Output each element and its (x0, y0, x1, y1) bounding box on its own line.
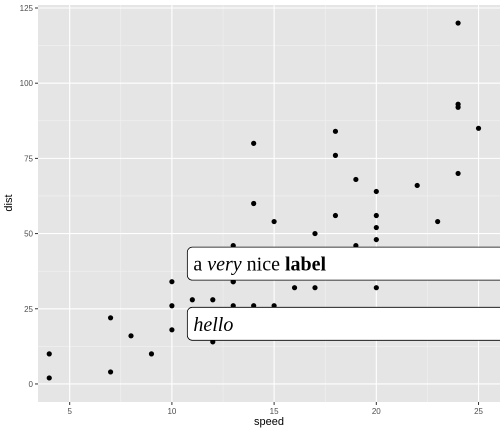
annotation-label: hello (186, 306, 500, 341)
x-tick-label: 10 (167, 407, 176, 416)
data-point (475, 125, 482, 131)
data-point (373, 224, 379, 231)
data-point (271, 218, 277, 225)
y-tick-label: 25 (24, 305, 33, 314)
data-point (169, 327, 175, 333)
data-point (169, 279, 175, 285)
data-point (312, 285, 318, 291)
annotation-labels: a very nice label hello (186, 246, 500, 341)
label-segment: hello (193, 314, 233, 336)
data-point (251, 200, 257, 207)
y-tick-label: 125 (20, 4, 34, 13)
data-point (46, 351, 52, 357)
y-tick-label: 100 (20, 79, 34, 88)
data-point (46, 375, 52, 381)
panel-background (38, 5, 500, 402)
data-point (251, 140, 257, 146)
data-point (332, 128, 339, 134)
data-point (373, 188, 379, 195)
annotation-label: a very nice label (186, 246, 500, 281)
data-point (332, 152, 339, 158)
y-axis-ticks: 0 25 50 75 100 125 (20, 4, 38, 389)
label-segment: label (285, 254, 327, 276)
data-point (414, 182, 420, 189)
y-tick-label: 75 (24, 154, 33, 163)
data-point (435, 218, 441, 225)
data-point (455, 170, 461, 177)
data-point (312, 230, 318, 237)
x-tick-label: 5 (67, 407, 72, 416)
label-box (186, 306, 500, 341)
label-segment: a (193, 254, 207, 276)
data-point (353, 176, 359, 183)
data-point (373, 236, 379, 243)
data-point (148, 351, 155, 357)
data-point (455, 101, 461, 107)
y-tick-label: 50 (24, 230, 33, 239)
x-axis-title: speed (254, 416, 284, 428)
x-axis-ticks: 5 10 15 20 25 (67, 402, 484, 416)
data-point (373, 212, 379, 219)
data-point (291, 285, 298, 291)
x-tick-label: 25 (474, 407, 483, 416)
y-tick-label: 0 (29, 380, 34, 389)
data-point (332, 212, 339, 219)
x-tick-label: 20 (372, 407, 381, 416)
label-segment: very (207, 254, 242, 276)
data-point (128, 333, 134, 339)
data-point (189, 297, 195, 303)
x-tick-label: 15 (270, 407, 279, 416)
data-point (107, 315, 114, 321)
data-point (107, 369, 114, 375)
label-text: hello (193, 314, 233, 336)
data-point (373, 285, 379, 291)
data-point (169, 303, 175, 309)
data-point (210, 297, 216, 303)
label-box (186, 246, 500, 281)
y-axis-title: dist (3, 194, 15, 211)
data-point (455, 20, 461, 26)
label-text: a very nice label (193, 254, 326, 276)
label-segment: nice (242, 254, 285, 276)
